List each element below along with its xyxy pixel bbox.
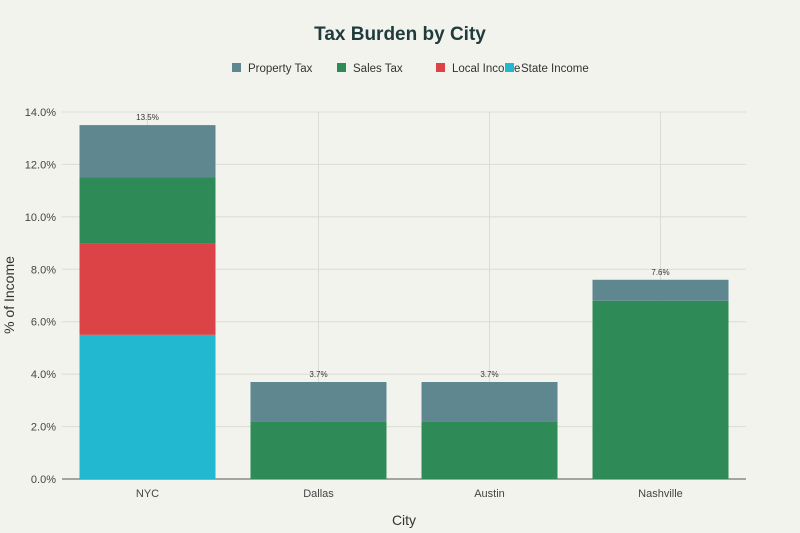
legend-label: State Income <box>521 63 589 75</box>
y-tick-label: 10.0% <box>25 212 56 224</box>
chart-title: Tax Burden by City <box>314 24 486 45</box>
x-tick-label: Dallas <box>303 488 334 500</box>
legend-swatch <box>505 63 514 72</box>
total-label: 13.5% <box>136 113 159 122</box>
bar-property-tax <box>250 382 387 422</box>
legend-swatch <box>337 63 346 72</box>
bar-sales-tax <box>79 177 216 244</box>
legend-swatch <box>436 63 445 72</box>
x-tick-label: Nashville <box>638 488 683 500</box>
y-tick-label: 6.0% <box>31 317 56 329</box>
bar-property-tax <box>79 125 216 178</box>
y-axis-label: % of Income <box>1 256 17 334</box>
y-tick-label: 8.0% <box>31 264 56 276</box>
y-tick-label: 0.0% <box>31 474 56 486</box>
x-axis-label: City <box>392 512 416 528</box>
x-tick-label: NYC <box>136 488 159 500</box>
y-tick-label: 12.0% <box>25 159 56 171</box>
total-label: 3.7% <box>480 370 498 379</box>
y-tick-label: 2.0% <box>31 422 56 434</box>
bar-state-income <box>79 334 216 479</box>
x-tick-label: Austin <box>474 488 505 500</box>
bar-sales-tax <box>250 421 387 479</box>
bar-property-tax <box>592 279 729 301</box>
bar-sales-tax <box>421 421 558 479</box>
bar-property-tax <box>421 382 558 422</box>
legend-label: Property Tax <box>248 63 313 75</box>
total-label: 7.6% <box>651 268 669 277</box>
bar-sales-tax <box>592 300 729 479</box>
legend-label: Sales Tax <box>353 63 403 75</box>
bar-local-income <box>79 243 216 335</box>
y-tick-label: 14.0% <box>25 107 56 119</box>
legend-swatch <box>232 63 241 72</box>
y-tick-label: 4.0% <box>31 369 56 381</box>
legend-label: Local Income <box>452 63 520 75</box>
total-label: 3.7% <box>309 370 327 379</box>
